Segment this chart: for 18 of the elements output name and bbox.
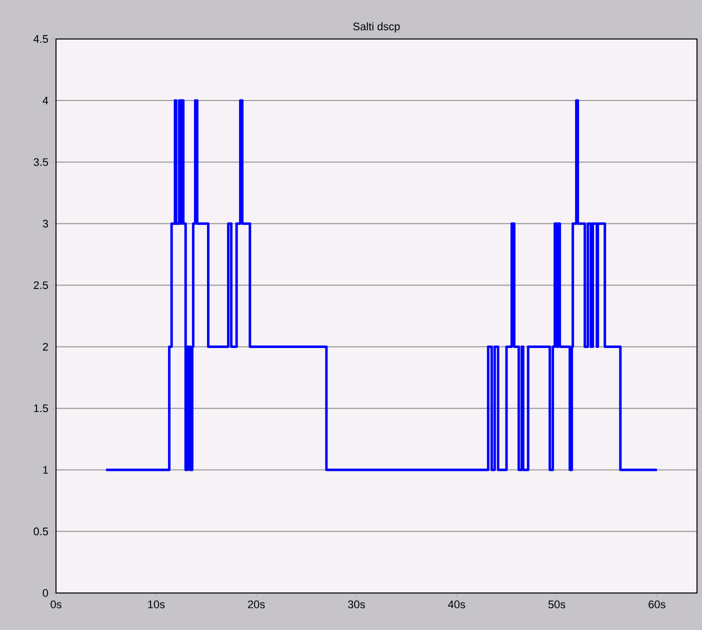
x-tick-label: 30s	[348, 600, 365, 608]
y-tick-label: 2	[42, 342, 48, 351]
x-tick-label: 50s	[548, 600, 566, 608]
x-tick-label: 10s	[148, 600, 165, 608]
chart-title: Salti dscp	[353, 22, 400, 32]
y-tick-label: 0.5	[34, 528, 48, 536]
y-tick-label: 1.5	[34, 404, 48, 412]
y-tick-label: 4.5	[34, 35, 48, 43]
y-tick-label: 0	[42, 589, 48, 597]
x-tick-label: 20s	[248, 600, 265, 608]
x-tick-label: 40s	[448, 600, 466, 608]
y-tick-label: 2.5	[34, 281, 48, 290]
x-tick-label: 0s	[50, 600, 62, 608]
y-tick-label: 3	[42, 220, 48, 228]
y-tick-label: 3.5	[34, 158, 48, 166]
y-tick-label: 1	[43, 466, 48, 474]
x-tick-label: 60s	[648, 600, 666, 608]
y-tick-label: 4	[42, 96, 48, 104]
